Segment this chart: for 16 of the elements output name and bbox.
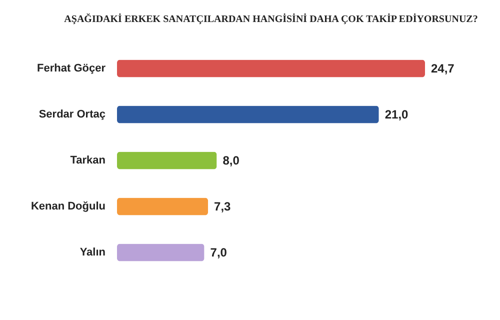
y-tick-label: Yalın	[80, 246, 106, 258]
data-label: 7,0	[210, 245, 228, 260]
data-label: 21,0	[384, 108, 409, 122]
bar	[117, 106, 379, 124]
y-tick-label: Ferhat Göçer	[37, 62, 106, 75]
bar	[117, 60, 425, 78]
data-label: 8,0	[222, 154, 240, 168]
bar	[117, 198, 208, 216]
y-tick-label: Tarkan	[70, 154, 106, 166]
data-label: 7,3	[214, 199, 232, 214]
y-tick-label: Serdar Ortaç	[38, 108, 106, 121]
bar	[117, 152, 217, 170]
data-label: 24,7	[431, 62, 455, 76]
bar	[117, 244, 204, 262]
y-tick-label: Kenan Doğulu	[30, 200, 106, 212]
chart-title: AŞAĞIDAKİ ERKEK SANATÇILARDAN HANGİSİNİ DAHA ÇOK TAKİP EDİYORSUNUZ?	[64, 13, 478, 25]
